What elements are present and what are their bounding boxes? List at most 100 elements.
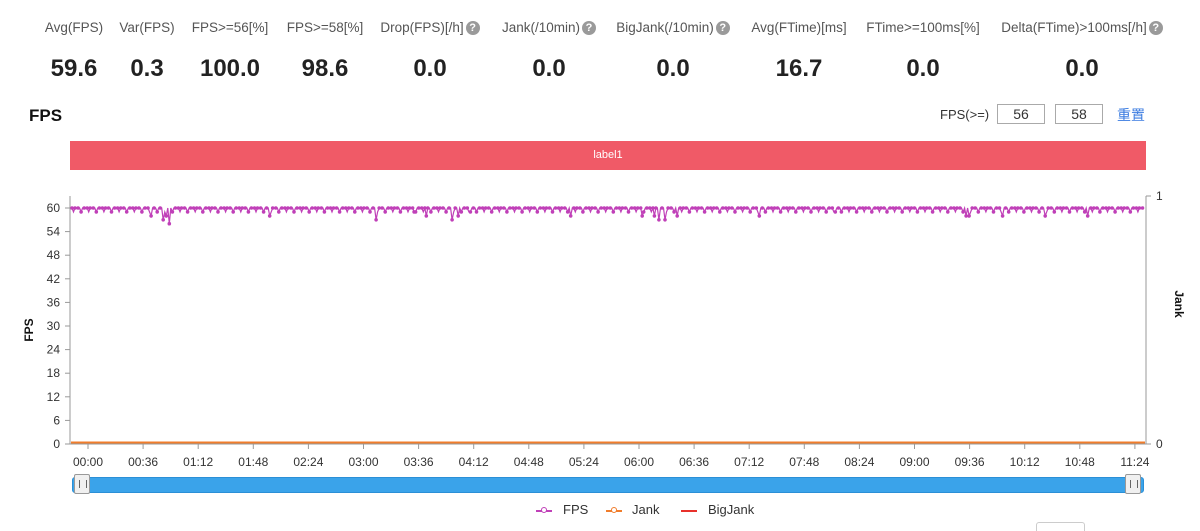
fps-point: [1089, 206, 1093, 210]
x-tick-label: 05:24: [569, 455, 599, 469]
help-icon[interactable]: ?: [465, 21, 480, 35]
help-icon[interactable]: ?: [582, 21, 597, 35]
fps-point: [851, 206, 856, 210]
fps-point: [1040, 206, 1044, 210]
fps-point: [124, 210, 129, 214]
fps-point: [471, 206, 476, 210]
fps-point: [797, 206, 801, 210]
legend-label[interactable]: FPS: [563, 502, 589, 517]
fps-point: [340, 206, 345, 210]
fps-point: [410, 206, 415, 210]
zoom-slider-track[interactable]: [72, 477, 1144, 493]
legend-label[interactable]: Jank: [632, 502, 660, 517]
fps-point: [1125, 206, 1130, 210]
fps-point: [620, 206, 625, 210]
fps-point: [654, 206, 658, 210]
fps-point: [185, 210, 190, 214]
fps-point: [407, 206, 412, 210]
threshold-label: FPS(>=): [940, 107, 990, 122]
stat-item: Drop(FPS)[/h]? 0.0: [340, 0, 520, 95]
fps-point: [982, 206, 987, 210]
x-tick-label: 09:36: [955, 455, 985, 469]
fps-point: [401, 206, 406, 210]
fps-point: [1119, 206, 1123, 210]
y-tick-label: 18: [47, 366, 61, 380]
fps-point: [1104, 206, 1108, 210]
fps-point: [584, 206, 588, 210]
fps-point: [502, 206, 506, 210]
fps-point: [346, 206, 351, 210]
y-tick-label: 48: [47, 248, 61, 262]
fps-point: [1134, 206, 1139, 210]
fps-point: [547, 206, 552, 210]
fps-point: [763, 210, 768, 214]
fps-point: [991, 210, 996, 214]
fps-point: [1046, 206, 1050, 210]
x-tick-label: 07:12: [734, 455, 764, 469]
fps-point: [994, 206, 999, 210]
x-tick-label: 06:36: [679, 455, 709, 469]
stat-label: BigJank(/10min)?: [583, 20, 763, 35]
fps-point: [204, 206, 208, 210]
fps-point: [1003, 206, 1008, 210]
fps-point: [477, 206, 482, 210]
fps-point: [322, 210, 327, 214]
legend-swatch[interactable]: [681, 510, 697, 512]
fps-point: [903, 206, 908, 210]
reset-link[interactable]: 重置: [1117, 107, 1145, 123]
fps-point: [635, 206, 640, 210]
fps-point: [575, 206, 579, 210]
stat-label: Var(FPS): [57, 20, 237, 35]
fps-point: [976, 210, 981, 214]
fps-point: [614, 206, 619, 210]
fps-point: [784, 206, 789, 210]
x-tick-label: 01:48: [238, 455, 268, 469]
stat-label: FTime>=100ms[%]: [833, 20, 1013, 35]
fps-point: [599, 206, 603, 210]
legend-label[interactable]: BigJank: [708, 502, 755, 517]
x-tick-label: 00:00: [73, 455, 103, 469]
fps-point: [553, 206, 558, 210]
fps-point: [836, 206, 841, 210]
fps-point: [641, 210, 646, 214]
fps-point: [1079, 206, 1084, 210]
fps-point: [721, 206, 725, 210]
fps-point: [1049, 206, 1053, 210]
fps-point: [331, 206, 336, 210]
fps-point: [131, 206, 135, 210]
fps-point: [1113, 210, 1117, 214]
fps-point: [176, 206, 181, 210]
fps-point: [82, 206, 86, 210]
fps-point: [1025, 206, 1029, 210]
fps-point: [128, 206, 132, 210]
fps-point: [1070, 206, 1075, 210]
fps-point: [213, 206, 217, 210]
fps-point: [760, 206, 765, 210]
stat-label-text: Avg(FPS): [44, 20, 104, 35]
fps-point: [523, 206, 527, 210]
fps-point: [933, 206, 938, 210]
help-icon[interactable]: ?: [1148, 21, 1163, 35]
stat-value: 16.7: [775, 55, 823, 82]
help-icon[interactable]: ?: [715, 21, 730, 35]
fps-point: [882, 206, 886, 210]
fps-point: [870, 210, 874, 214]
fps-point: [885, 210, 889, 214]
fps-point: [687, 210, 692, 214]
threshold-input-1[interactable]: [997, 104, 1045, 124]
fps-point: [640, 214, 644, 218]
fps-point: [812, 206, 816, 210]
fps-point: [626, 210, 631, 214]
fps-point: [386, 206, 391, 210]
fps-point: [587, 206, 591, 210]
stat-value: 0.0: [1065, 55, 1099, 82]
threshold-input-2[interactable]: [1055, 104, 1103, 124]
fps-point: [958, 206, 962, 210]
fps-point: [909, 206, 914, 210]
fps-point: [435, 206, 439, 210]
fps-point: [140, 210, 144, 214]
zoom-handle-left[interactable]: [74, 474, 90, 494]
fps-point: [727, 206, 731, 210]
fps-point: [724, 206, 728, 210]
zoom-handle-right[interactable]: [1125, 474, 1141, 494]
